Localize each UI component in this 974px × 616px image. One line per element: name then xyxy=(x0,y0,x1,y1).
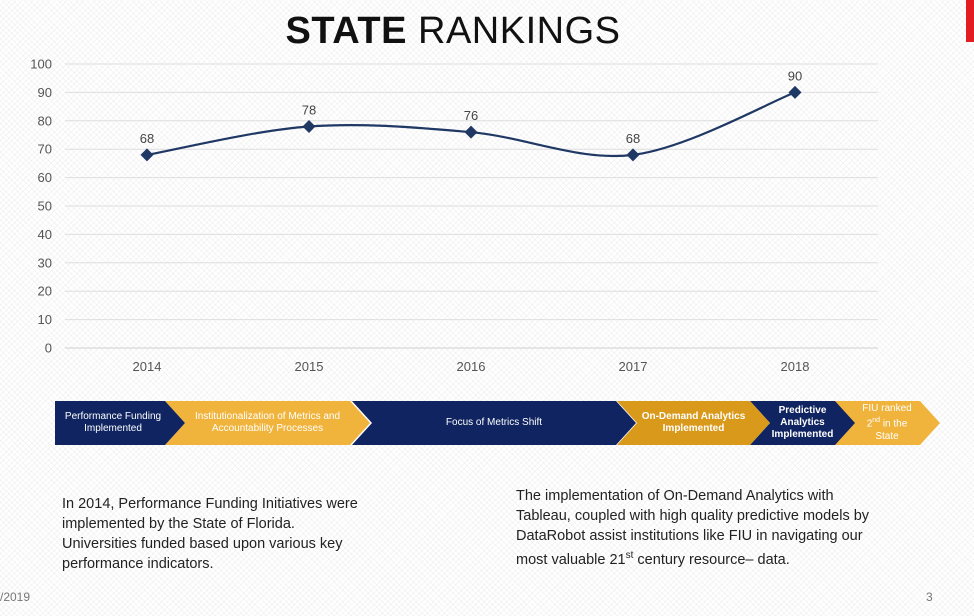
right-paragraph-end: century resource– data. xyxy=(633,551,790,568)
data-point-marker xyxy=(626,148,640,162)
slide-title: STATE RANKINGS xyxy=(0,10,906,53)
left-paragraph: In 2014, Performance Funding Initiatives… xyxy=(62,496,358,572)
y-tick-label: 70 xyxy=(38,142,52,157)
timeline-label: Institutionalization of Metrics and Acco… xyxy=(194,411,341,434)
timeline-institutionalization: Institutionalization of Metrics and Acco… xyxy=(165,401,370,445)
footer-page-number: 3 xyxy=(926,590,933,604)
data-point-marker xyxy=(464,125,478,139)
timeline-on-demand-analytics: On-Demand Analytics Implemented xyxy=(617,401,770,445)
right-paragraph: The implementation of On-Demand Analytic… xyxy=(516,486,876,570)
x-tick-label: 2015 xyxy=(295,359,324,374)
y-tick-label: 60 xyxy=(38,170,52,185)
x-tick-label: 2017 xyxy=(619,359,648,374)
series-line xyxy=(146,91,796,158)
title-bold: STATE xyxy=(285,10,407,52)
data-label: 78 xyxy=(302,102,316,117)
y-tick-label: 100 xyxy=(30,57,52,72)
timeline-label: On-Demand Analytics Implemented xyxy=(641,411,746,434)
timeline-performance-funding: Performance Funding Implemented xyxy=(55,401,185,445)
data-point-marker xyxy=(302,119,316,133)
y-axis-ticks: 0 10 20 30 40 50 60 70 80 90 100 xyxy=(30,57,52,356)
y-tick-label: 50 xyxy=(38,199,52,214)
x-tick-label: 2014 xyxy=(133,359,162,374)
right-paragraph-main: The implementation of On-Demand Analytic… xyxy=(516,488,870,568)
data-point-marker xyxy=(140,148,154,162)
data-point-marker xyxy=(788,85,802,99)
y-tick-label: 40 xyxy=(38,227,52,242)
timeline-label-sup: nd xyxy=(872,417,881,425)
data-label: 90 xyxy=(788,68,802,83)
grid-lines xyxy=(65,63,878,349)
footer-date: /2019 xyxy=(0,590,31,604)
timeline-label: FIU ranked 2nd in the State xyxy=(862,403,912,442)
data-markers xyxy=(140,85,802,162)
timeline-label: Focus of Metrics Shift xyxy=(445,417,543,428)
y-tick-label: 20 xyxy=(38,284,52,299)
y-tick-label: 90 xyxy=(38,85,52,100)
y-tick-label: 80 xyxy=(38,113,52,128)
x-axis-ticks: 2014 2015 2016 2017 2018 xyxy=(133,359,810,374)
y-tick-label: 10 xyxy=(38,312,52,327)
data-label: 76 xyxy=(464,108,478,123)
data-label: 68 xyxy=(626,131,640,146)
timeline-predictive-analytics: Predictive Analytics Implemented xyxy=(750,401,855,445)
x-tick-label: 2016 xyxy=(457,359,486,374)
x-tick-label: 2018 xyxy=(781,359,810,374)
timeline-label: Performance Funding Implemented xyxy=(64,411,162,434)
y-tick-label: 30 xyxy=(38,255,52,270)
data-label: 68 xyxy=(140,131,154,146)
data-labels: 68 78 76 68 90 xyxy=(140,68,802,145)
timeline-label: Predictive Analytics Implemented xyxy=(771,405,834,440)
y-tick-label: 0 xyxy=(45,341,52,356)
timeline-arrow-bar: Performance Funding Implemented Instituti… xyxy=(55,401,940,445)
accent-bar xyxy=(966,0,974,42)
timeline-focus-shift: Focus of Metrics Shift xyxy=(352,401,636,445)
title-rest: RANKINGS xyxy=(406,10,621,52)
right-paragraph-sup: st xyxy=(625,550,634,561)
